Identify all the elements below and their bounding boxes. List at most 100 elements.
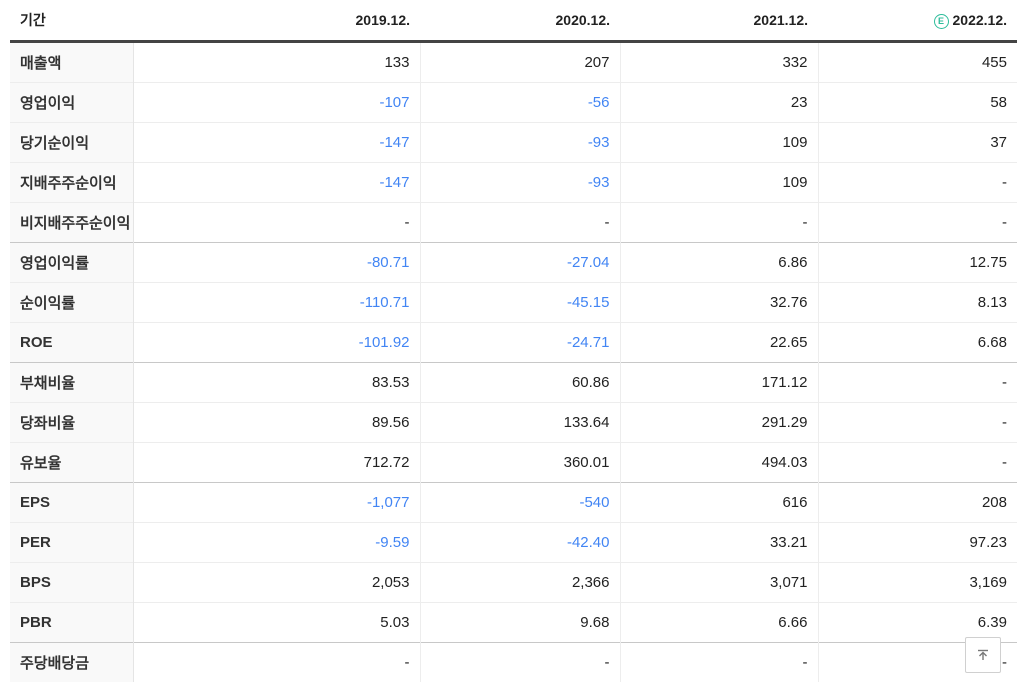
table-row: 지배주주순이익 -147 -93 109- bbox=[10, 162, 1017, 203]
cell-value: - bbox=[817, 442, 1017, 483]
cell-value: 6.66 bbox=[619, 602, 818, 643]
cell-value: 616 bbox=[619, 482, 818, 523]
table-header-row: 기간 2019.12. 2020.12. 2021.12. E 2022.12. bbox=[10, 0, 1017, 43]
cell-value: -540 bbox=[419, 482, 620, 523]
table-row: 당기순이익 -147 -93 109 37 bbox=[10, 122, 1017, 163]
cell-value: - bbox=[817, 402, 1017, 443]
cell-value: 60.86 bbox=[419, 362, 620, 403]
cell-value: 8.13 bbox=[817, 282, 1017, 323]
cell-value: -80.71 bbox=[133, 242, 420, 283]
cell-value: - bbox=[419, 642, 620, 682]
cell-value: 208 bbox=[817, 482, 1017, 523]
row-label: ROE bbox=[10, 322, 134, 363]
cell-value: 6.68 bbox=[817, 322, 1017, 363]
row-label: EPS bbox=[10, 482, 134, 523]
cell-value: -93 bbox=[419, 122, 620, 163]
table-row: 당좌비율 89.56 133.64 291.29- bbox=[10, 402, 1017, 443]
row-label: 영업이익률 bbox=[10, 242, 134, 283]
row-label: 주당배당금 bbox=[10, 642, 134, 682]
table-row: 순이익률 -110.71 -45.15 32.76 8.13 bbox=[10, 282, 1017, 323]
cell-value: -1,077 bbox=[133, 482, 420, 523]
cell-value: - bbox=[419, 202, 620, 243]
cell-value: 83.53 bbox=[133, 362, 420, 403]
cell-value: 33.21 bbox=[619, 522, 818, 563]
column-header-2021-12: 2021.12. bbox=[620, 0, 818, 43]
row-label: 당좌비율 bbox=[10, 402, 134, 443]
table-row: 영업이익률 -80.71 -27.04 6.86 12.75 bbox=[10, 242, 1017, 283]
cell-value: 332 bbox=[619, 41, 818, 83]
cell-value: -24.71 bbox=[419, 322, 620, 363]
cell-value: -56 bbox=[419, 82, 620, 123]
row-label: 영업이익 bbox=[10, 82, 134, 123]
table-row: 부채비율 83.53 60.86 171.12- bbox=[10, 362, 1017, 403]
cell-value: -147 bbox=[133, 122, 420, 163]
row-label: 유보율 bbox=[10, 442, 134, 483]
row-label: PER bbox=[10, 522, 134, 563]
cell-value: 3,071 bbox=[619, 562, 818, 603]
row-label: 순이익률 bbox=[10, 282, 134, 323]
table-row: EPS -1,077 -540 616 208 bbox=[10, 482, 1017, 523]
cell-value: 3,169 bbox=[817, 562, 1017, 603]
cell-value: 133.64 bbox=[419, 402, 620, 443]
cell-value: -27.04 bbox=[419, 242, 620, 283]
financial-table: 기간 2019.12. 2020.12. 2021.12. E 2022.12. 매출액… bbox=[10, 0, 1017, 682]
cell-value: 6.39 bbox=[817, 602, 1017, 643]
cell-value: - bbox=[133, 202, 420, 243]
cell-value: 6.86 bbox=[619, 242, 818, 283]
cell-value: -101.92 bbox=[133, 322, 420, 363]
cell-value: -107 bbox=[133, 82, 420, 123]
cell-value: -9.59 bbox=[133, 522, 420, 563]
period-header: 기간 bbox=[10, 0, 133, 43]
row-label: BPS bbox=[10, 562, 134, 603]
cell-value: 2,053 bbox=[133, 562, 420, 603]
table-row: ROE -101.92 -24.71 22.65 6.68 bbox=[10, 322, 1017, 363]
row-label: 매출액 bbox=[10, 41, 134, 83]
cell-value: - bbox=[619, 202, 818, 243]
cell-value: - bbox=[619, 642, 818, 682]
scroll-to-top-button[interactable] bbox=[965, 637, 1001, 673]
row-label: 지배주주순이익 bbox=[10, 162, 134, 203]
cell-value: 133 bbox=[133, 41, 420, 83]
cell-value: 207 bbox=[419, 41, 620, 83]
column-header-2020-12: 2020.12. bbox=[420, 0, 620, 43]
cell-value: -110.71 bbox=[133, 282, 420, 323]
cell-value: 291.29 bbox=[619, 402, 818, 443]
cell-value: 712.72 bbox=[133, 442, 420, 483]
cell-value: 32.76 bbox=[619, 282, 818, 323]
cell-value: 455 bbox=[817, 41, 1017, 83]
cell-value: 22.65 bbox=[619, 322, 818, 363]
row-label: 당기순이익 bbox=[10, 122, 134, 163]
row-label: 비지배주주순이익 bbox=[10, 202, 134, 243]
cell-value: 171.12 bbox=[619, 362, 818, 403]
cell-value: 494.03 bbox=[619, 442, 818, 483]
cell-value: 97.23 bbox=[817, 522, 1017, 563]
cell-value: 2,366 bbox=[419, 562, 620, 603]
cell-value: 360.01 bbox=[419, 442, 620, 483]
table-row: PBR 5.03 9.68 6.66 6.39 bbox=[10, 602, 1017, 643]
row-label: 부채비율 bbox=[10, 362, 134, 403]
table-row: 유보율 712.72 360.01 494.03- bbox=[10, 442, 1017, 483]
cell-value: 37 bbox=[817, 122, 1017, 163]
scroll-to-top-icon bbox=[975, 647, 991, 663]
table-row: 비지배주주순이익 - - - - bbox=[10, 202, 1017, 243]
cell-value: 12.75 bbox=[817, 242, 1017, 283]
cell-value: -147 bbox=[133, 162, 420, 203]
cell-value: -45.15 bbox=[419, 282, 620, 323]
row-label: PBR bbox=[10, 602, 134, 643]
table-row: PER -9.59 -42.40 33.21 97.23 bbox=[10, 522, 1017, 563]
cell-value: - bbox=[817, 162, 1017, 203]
cell-value: 23 bbox=[619, 82, 818, 123]
cell-value: - bbox=[817, 362, 1017, 403]
table-row: 영업이익 -107 -56 23 58 bbox=[10, 82, 1017, 123]
cell-value: - bbox=[133, 642, 420, 682]
column-header-2022-12: E 2022.12. bbox=[818, 0, 1017, 43]
cell-value: 109 bbox=[619, 122, 818, 163]
table-row: BPS 2,053 2,366 3,071 3,169 bbox=[10, 562, 1017, 603]
cell-value: - bbox=[817, 202, 1017, 243]
cell-value: 5.03 bbox=[133, 602, 420, 643]
cell-value: 9.68 bbox=[419, 602, 620, 643]
cell-value: 89.56 bbox=[133, 402, 420, 443]
table-row: 주당배당금 - - - - bbox=[10, 642, 1017, 682]
cell-value: 109 bbox=[619, 162, 818, 203]
